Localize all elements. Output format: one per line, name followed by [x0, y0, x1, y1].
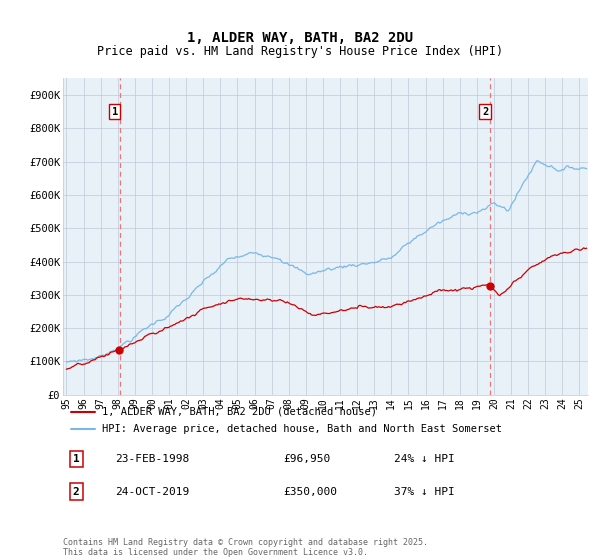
Text: 23-FEB-1998: 23-FEB-1998 — [115, 454, 190, 464]
Text: Price paid vs. HM Land Registry's House Price Index (HPI): Price paid vs. HM Land Registry's House … — [97, 45, 503, 58]
Text: HPI: Average price, detached house, Bath and North East Somerset: HPI: Average price, detached house, Bath… — [103, 424, 502, 435]
Text: 2: 2 — [73, 487, 79, 497]
Text: £96,950: £96,950 — [284, 454, 331, 464]
Text: 1: 1 — [112, 107, 118, 116]
Text: 1, ALDER WAY, BATH, BA2 2DU: 1, ALDER WAY, BATH, BA2 2DU — [187, 30, 413, 45]
Text: 37% ↓ HPI: 37% ↓ HPI — [394, 487, 455, 497]
Text: 1: 1 — [73, 454, 79, 464]
Text: 2: 2 — [482, 107, 488, 116]
Text: 24-OCT-2019: 24-OCT-2019 — [115, 487, 190, 497]
Text: 24% ↓ HPI: 24% ↓ HPI — [394, 454, 455, 464]
Text: 1, ALDER WAY, BATH, BA2 2DU (detached house): 1, ALDER WAY, BATH, BA2 2DU (detached ho… — [103, 407, 377, 417]
Text: £350,000: £350,000 — [284, 487, 337, 497]
Text: Contains HM Land Registry data © Crown copyright and database right 2025.
This d: Contains HM Land Registry data © Crown c… — [63, 538, 428, 557]
